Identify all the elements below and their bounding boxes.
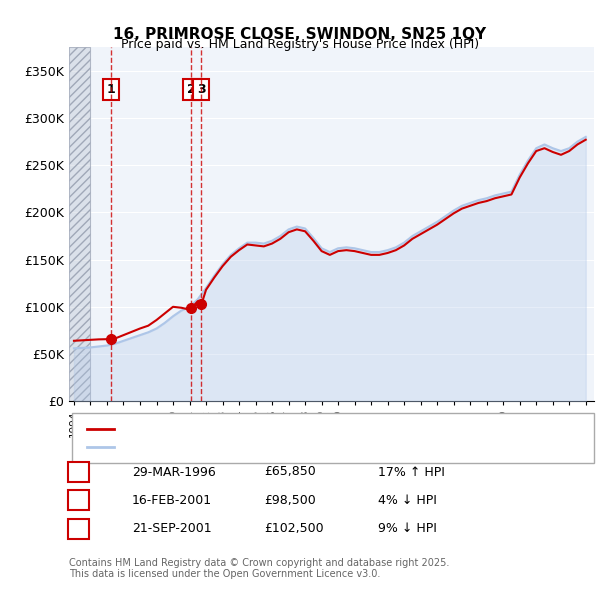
Text: 16, PRIMROSE CLOSE, SWINDON, SN25 1QY (semi-detached house): 16, PRIMROSE CLOSE, SWINDON, SN25 1QY (s… — [120, 424, 497, 434]
Text: HPI: Average price, semi-detached house, Swindon: HPI: Average price, semi-detached house,… — [120, 442, 404, 451]
Text: 3: 3 — [74, 522, 83, 535]
Text: 4% ↓ HPI: 4% ↓ HPI — [378, 494, 437, 507]
Text: Contains HM Land Registry data © Crown copyright and database right 2025.
This d: Contains HM Land Registry data © Crown c… — [69, 558, 449, 579]
Bar — [69, 47, 91, 401]
Text: £102,500: £102,500 — [264, 522, 323, 535]
Text: 3: 3 — [197, 83, 206, 96]
Text: 17% ↑ HPI: 17% ↑ HPI — [378, 466, 445, 478]
Text: 21-SEP-2001: 21-SEP-2001 — [132, 522, 212, 535]
Text: 9% ↓ HPI: 9% ↓ HPI — [378, 522, 437, 535]
Text: 2: 2 — [187, 83, 196, 96]
Bar — [69, 47, 91, 401]
Text: 16-FEB-2001: 16-FEB-2001 — [132, 494, 212, 507]
Text: 2: 2 — [74, 494, 83, 507]
Text: 16, PRIMROSE CLOSE, SWINDON, SN25 1QY: 16, PRIMROSE CLOSE, SWINDON, SN25 1QY — [113, 27, 487, 41]
Text: Price paid vs. HM Land Registry's House Price Index (HPI): Price paid vs. HM Land Registry's House … — [121, 38, 479, 51]
Text: £65,850: £65,850 — [264, 466, 316, 478]
Text: 29-MAR-1996: 29-MAR-1996 — [132, 466, 216, 478]
Text: 1: 1 — [74, 466, 83, 478]
Text: 1: 1 — [106, 83, 115, 96]
Text: £98,500: £98,500 — [264, 494, 316, 507]
